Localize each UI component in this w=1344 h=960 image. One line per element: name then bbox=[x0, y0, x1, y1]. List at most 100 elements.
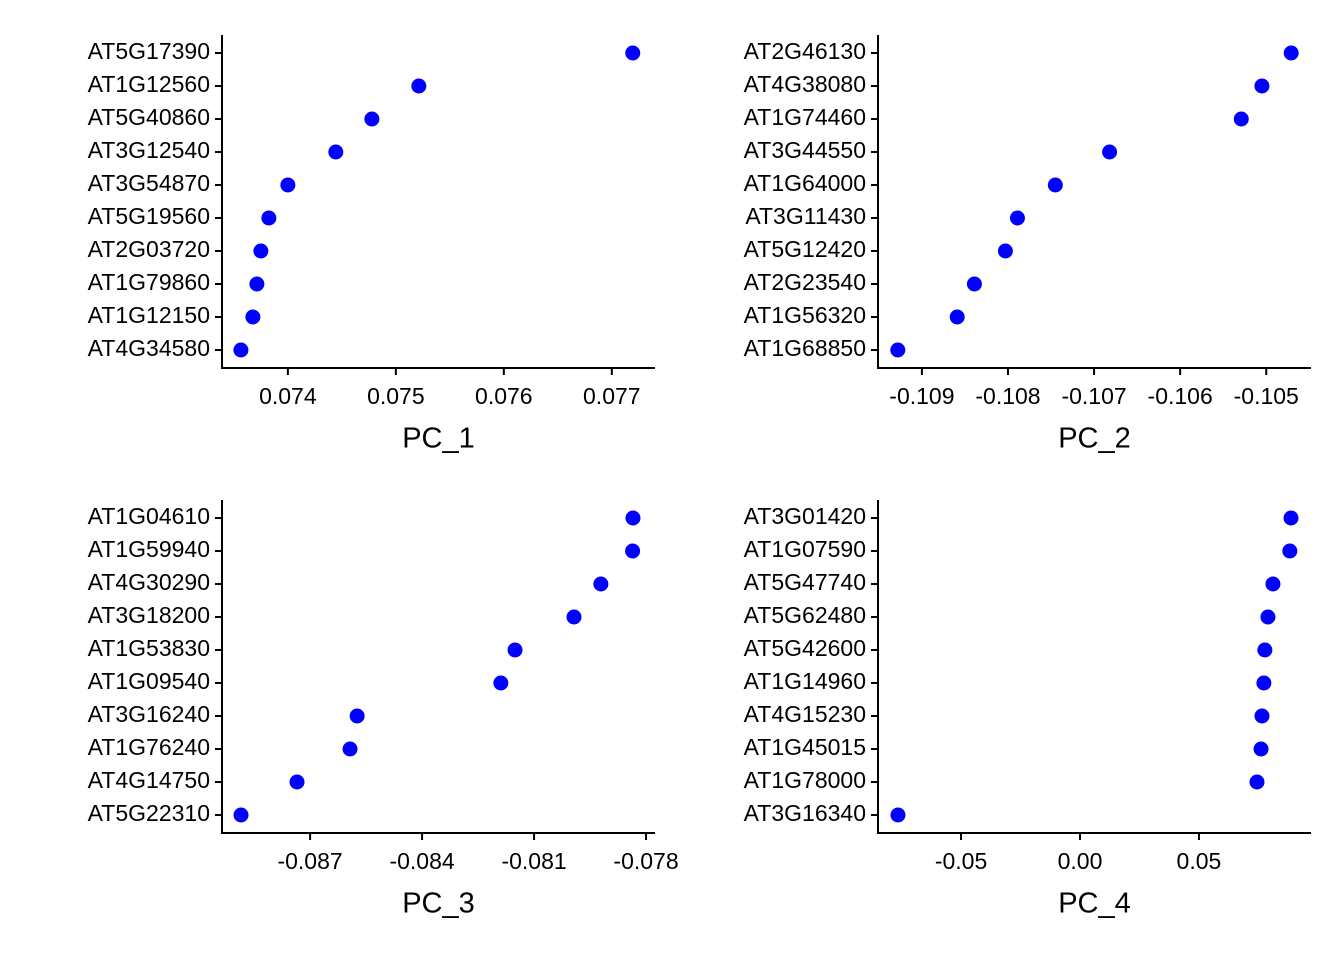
x-tick-label: -0.078 bbox=[613, 848, 678, 874]
dot bbox=[593, 576, 609, 592]
category-label: AT1G09540 bbox=[88, 668, 210, 694]
category-label: AT1G56320 bbox=[744, 302, 866, 328]
dot bbox=[349, 708, 365, 724]
dot bbox=[890, 342, 906, 358]
dot bbox=[245, 309, 261, 325]
category-label: AT1G12150 bbox=[88, 302, 210, 328]
x-tick-label: -0.106 bbox=[1148, 383, 1213, 409]
dot bbox=[997, 243, 1013, 259]
category-label: AT1G74460 bbox=[744, 104, 866, 130]
category-label: AT4G15230 bbox=[744, 701, 866, 727]
dot bbox=[411, 78, 427, 94]
category-label: AT2G46130 bbox=[744, 38, 866, 64]
dot bbox=[1283, 510, 1299, 526]
category-label: AT4G14750 bbox=[88, 767, 210, 793]
dot bbox=[1233, 111, 1249, 127]
x-axis-title: PC_4 bbox=[1058, 888, 1131, 920]
dot bbox=[1257, 642, 1273, 658]
dot bbox=[1253, 741, 1269, 757]
category-label: AT5G19560 bbox=[88, 203, 210, 229]
dot bbox=[342, 741, 358, 757]
category-label: AT1G76240 bbox=[88, 734, 210, 760]
category-label: AT5G42600 bbox=[744, 635, 866, 661]
x-tick-label: -0.05 bbox=[935, 848, 987, 874]
category-label: AT5G17390 bbox=[88, 38, 210, 64]
dot bbox=[249, 276, 265, 292]
dot bbox=[890, 807, 906, 823]
category-label: AT1G45015 bbox=[744, 734, 866, 760]
category-label: AT1G78000 bbox=[744, 767, 866, 793]
dot bbox=[1260, 609, 1276, 625]
category-label: AT4G30290 bbox=[88, 569, 210, 595]
dot bbox=[1249, 774, 1265, 790]
dot bbox=[1254, 78, 1270, 94]
x-tick-label: -0.087 bbox=[277, 848, 342, 874]
category-label: AT3G54870 bbox=[88, 170, 210, 196]
dot bbox=[280, 177, 296, 193]
x-axis-title: PC_3 bbox=[402, 888, 475, 920]
category-label: AT1G53830 bbox=[88, 635, 210, 661]
dot bbox=[289, 774, 305, 790]
category-label: AT5G12420 bbox=[744, 236, 866, 262]
dot bbox=[233, 807, 249, 823]
dot bbox=[1282, 543, 1298, 559]
category-label: AT1G68850 bbox=[744, 335, 866, 361]
dot bbox=[949, 309, 965, 325]
category-label: AT5G47740 bbox=[744, 569, 866, 595]
category-label: AT1G04610 bbox=[88, 503, 210, 529]
category-label: AT2G23540 bbox=[744, 269, 866, 295]
category-label: AT4G38080 bbox=[744, 71, 866, 97]
dot bbox=[1102, 144, 1118, 160]
category-label: AT3G18200 bbox=[88, 602, 210, 628]
category-label: AT1G12560 bbox=[88, 71, 210, 97]
category-label: AT1G59940 bbox=[88, 536, 210, 562]
x-tick-label: -0.081 bbox=[501, 848, 566, 874]
category-label: AT1G64000 bbox=[744, 170, 866, 196]
x-tick-label: 0.076 bbox=[475, 383, 533, 409]
x-tick-label: 0.00 bbox=[1058, 848, 1103, 874]
category-label: AT1G79860 bbox=[88, 269, 210, 295]
dot bbox=[625, 45, 641, 61]
x-tick-label: -0.109 bbox=[889, 383, 954, 409]
category-label: AT1G07590 bbox=[744, 536, 866, 562]
x-axis-title: PC_1 bbox=[402, 423, 475, 455]
category-label: AT3G01420 bbox=[744, 503, 866, 529]
dot bbox=[507, 642, 523, 658]
category-label: AT1G14960 bbox=[744, 668, 866, 694]
dot bbox=[625, 510, 641, 526]
dot bbox=[1254, 708, 1270, 724]
dot bbox=[625, 543, 641, 559]
dot bbox=[1009, 210, 1025, 226]
dot bbox=[364, 111, 380, 127]
x-tick-label: -0.107 bbox=[1061, 383, 1126, 409]
category-label: AT4G34580 bbox=[88, 335, 210, 361]
x-axis-title: PC_2 bbox=[1058, 423, 1131, 455]
category-label: AT5G62480 bbox=[744, 602, 866, 628]
dot bbox=[233, 342, 249, 358]
x-tick-label: 0.077 bbox=[583, 383, 641, 409]
category-label: AT3G44550 bbox=[744, 137, 866, 163]
dot bbox=[1256, 675, 1272, 691]
category-label: AT5G40860 bbox=[88, 104, 210, 130]
x-tick-label: -0.105 bbox=[1234, 383, 1299, 409]
category-label: AT3G16340 bbox=[744, 800, 866, 826]
dot bbox=[261, 210, 277, 226]
dot bbox=[328, 144, 344, 160]
x-tick-label: -0.108 bbox=[975, 383, 1040, 409]
category-label: AT5G22310 bbox=[88, 800, 210, 826]
dot bbox=[493, 675, 509, 691]
dot bbox=[1283, 45, 1299, 61]
category-label: AT3G11430 bbox=[745, 203, 866, 229]
dot bbox=[1047, 177, 1063, 193]
dot bbox=[253, 243, 269, 259]
dot bbox=[966, 276, 982, 292]
x-tick-label: 0.05 bbox=[1177, 848, 1222, 874]
dot bbox=[1265, 576, 1281, 592]
x-tick-label: 0.075 bbox=[367, 383, 425, 409]
x-tick-label: -0.084 bbox=[389, 848, 454, 874]
x-tick-label: 0.074 bbox=[259, 383, 317, 409]
dot bbox=[566, 609, 582, 625]
category-label: AT3G16240 bbox=[88, 701, 210, 727]
category-label: AT2G03720 bbox=[88, 236, 210, 262]
